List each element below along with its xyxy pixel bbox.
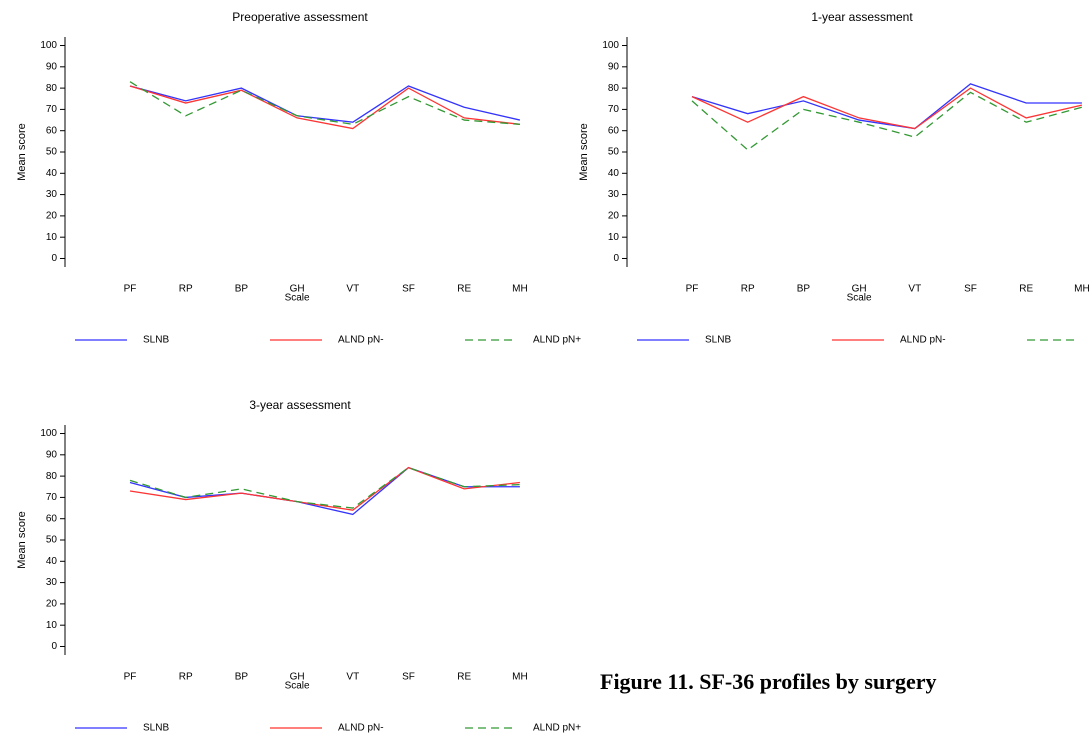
x-tick-label: MH [512,284,528,295]
y-tick-label: 0 [51,253,57,264]
legend-label: SLNB [143,723,169,733]
legend-label: SLNB [705,335,731,346]
x-tick-label: GH [290,284,305,295]
series-line [129,81,520,125]
x-axis-label: Scale [847,293,872,304]
series-line [129,466,520,509]
legend-label: ALND pN- [338,335,384,346]
y-axis-label: Mean score [16,123,28,180]
y-tick-label: 20 [46,211,58,222]
y-tick-label: 40 [46,168,58,179]
y-tick-label: 0 [51,641,57,652]
y-tick-label: 30 [46,577,58,588]
y-tick-label: 90 [46,61,58,72]
legend-label: SLNB [143,335,169,346]
y-tick-label: 10 [46,620,58,631]
x-tick-label: MH [1074,284,1090,295]
y-tick-label: 40 [608,168,620,179]
x-tick-label: PF [124,284,137,295]
series-line [129,466,520,511]
y-tick-label: 30 [608,189,620,200]
y-tick-label: 10 [46,232,58,243]
chart-title: Preoperative assessment [232,10,368,24]
y-tick-label: 90 [608,61,620,72]
series-line [691,91,1083,151]
y-axis-label: Mean score [16,511,28,568]
legend-label: ALND pN- [900,335,946,346]
y-tick-label: 100 [602,40,619,51]
chart-title: 1-year assessment [811,10,913,24]
x-tick-label: BP [235,284,249,295]
y-tick-label: 30 [46,189,58,200]
x-tick-label: RP [179,284,193,295]
y-tick-label: 10 [608,232,620,243]
legend-label: ALND pN+ [533,723,581,733]
x-tick-label: BP [797,284,811,295]
x-axis-label: Scale [285,681,310,692]
x-tick-label: BP [235,672,249,683]
series-line [129,466,520,516]
y-tick-label: 20 [46,599,58,610]
y-tick-label: 20 [608,211,620,222]
x-tick-label: GH [290,672,305,683]
x-tick-label: RE [457,284,471,295]
series-line [129,85,521,123]
x-tick-label: RE [457,672,471,683]
x-tick-label: VT [346,284,359,295]
series-line [129,85,520,130]
y-tick-label: 70 [46,104,58,115]
chart-title: 3-year assessment [249,398,351,412]
y-tick-label: 50 [46,535,58,546]
x-tick-label: VT [908,284,921,295]
x-tick-label: MH [512,672,528,683]
figure-caption: Figure 11. SF-36 profiles by surgery [600,669,937,694]
y-tick-label: 100 [40,428,57,439]
x-tick-label: VT [346,672,359,683]
x-axis-label: Scale [285,293,310,304]
y-tick-label: 70 [46,492,58,503]
legend-label: ALND pN- [338,723,384,733]
y-tick-label: 50 [46,147,58,158]
y-tick-label: 80 [608,83,620,94]
y-tick-label: 0 [613,253,619,264]
legend-label: ALND pN+ [533,335,581,346]
series-line [691,83,1082,130]
y-axis-label: Mean score [578,123,590,180]
x-tick-label: SF [402,284,415,295]
y-tick-label: 60 [608,125,620,136]
x-tick-label: RP [741,284,755,295]
x-tick-label: SF [964,284,977,295]
x-tick-label: RE [1019,284,1033,295]
y-tick-label: 40 [46,556,58,567]
x-tick-label: PF [124,672,137,683]
x-tick-label: SF [402,672,415,683]
y-tick-label: 60 [46,513,58,524]
series-line [691,87,1083,130]
y-tick-label: 80 [46,471,58,482]
x-tick-label: PF [686,284,699,295]
y-tick-label: 90 [46,449,58,460]
y-tick-label: 100 [40,40,57,51]
x-tick-label: GH [852,284,867,295]
y-tick-label: 70 [608,104,620,115]
y-tick-label: 50 [608,147,620,158]
y-tick-label: 80 [46,83,58,94]
y-tick-label: 60 [46,125,58,136]
x-tick-label: RP [179,672,193,683]
